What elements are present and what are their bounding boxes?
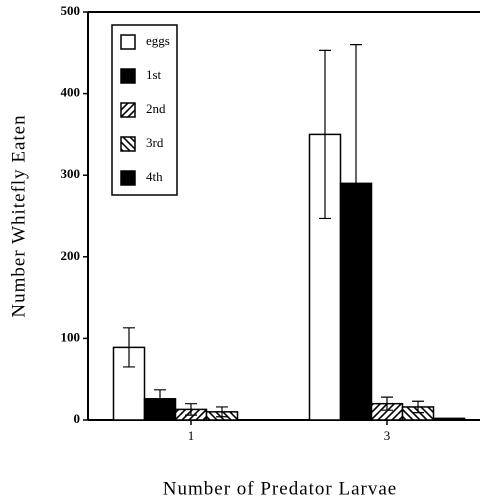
legend-label: eggs [146, 33, 170, 48]
x-axis-label: Number of Predator Larvae [163, 478, 397, 499]
error-bar [185, 403, 197, 416]
bar [432, 417, 466, 421]
y-tick-label: 100 [61, 329, 81, 344]
legend-label: 2nd [146, 101, 166, 116]
y-tick-label: 500 [61, 3, 81, 18]
error-bar [123, 327, 135, 368]
y-tick-label: 300 [61, 166, 81, 181]
error-bar [319, 49, 331, 220]
y-axis-label: Number Whitefly Eaten [8, 114, 29, 317]
legend-label: 3rd [146, 135, 164, 150]
legend-swatch [120, 68, 136, 84]
legend-swatch [120, 102, 136, 118]
y-tick-label: 400 [61, 85, 81, 100]
legend-label: 1st [146, 67, 162, 82]
error-bar [381, 396, 393, 411]
legend-swatch [120, 34, 136, 50]
legend-swatch [120, 170, 136, 186]
legend-label: 4th [146, 169, 163, 184]
x-tick-label: 1 [188, 428, 195, 443]
legend-swatch [120, 136, 136, 152]
error-bar [412, 400, 424, 414]
error-bar [216, 406, 228, 418]
error-bar [350, 44, 362, 323]
x-tick-label: 3 [384, 428, 391, 443]
error-bar [154, 389, 166, 409]
y-tick-label: 200 [61, 248, 81, 263]
y-tick-label: 0 [74, 411, 81, 426]
